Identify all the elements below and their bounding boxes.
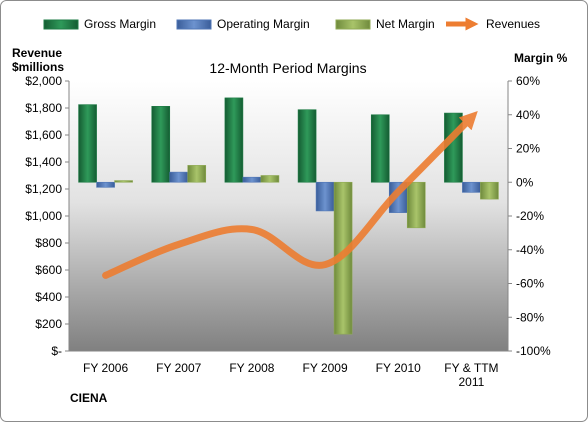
- operating-margin-legend-label: Operating Margin: [217, 17, 310, 31]
- operating-margin-bar: [96, 181, 115, 188]
- gross-margin-bar: [297, 109, 317, 183]
- right-tick-label: 60%: [516, 74, 540, 88]
- revenues-line: [102, 110, 478, 279]
- left-tick-label: $1,600: [25, 128, 62, 142]
- operating-margin-bar: [169, 171, 189, 183]
- net-margin-bar: [406, 181, 426, 229]
- net-margin-legend-swatch: [335, 19, 371, 30]
- gross-margin-bar: [370, 114, 390, 183]
- category-label: 2011: [459, 375, 485, 389]
- right-tick-label: 20%: [516, 142, 540, 156]
- left-axis: $- $200 $400 $600 $800 $1,000 $1,200 $1,400 $1,6…: [25, 74, 70, 358]
- right-axis-label: Margin %: [514, 51, 568, 65]
- category-label: FY 2010: [376, 361, 421, 375]
- left-tick-label: $1,400: [25, 155, 62, 169]
- operating-margin-bar: [315, 181, 335, 212]
- left-tick-label: $1,200: [25, 182, 62, 196]
- revenues-legend-label: Revenues: [486, 17, 540, 31]
- left-tick-label: $400: [35, 290, 62, 304]
- net-margin-bar: [114, 180, 133, 183]
- left-axis-label-line2: $millions: [12, 60, 64, 74]
- left-axis-label-line1: Revenue: [12, 46, 62, 60]
- gross-margin-legend-label: Gross Margin: [84, 17, 156, 31]
- category-label: FY 2007: [156, 361, 201, 375]
- left-tick-label: $200: [35, 317, 62, 331]
- gross-margin-bar: [444, 112, 463, 183]
- x-axis: FY 2006 FY 2007 FY 2008 FY 2009 FY 2010 FY & …: [69, 350, 508, 389]
- left-tick-label: $-: [51, 344, 62, 358]
- plot-area: [69, 81, 508, 351]
- category-label: FY 2009: [303, 361, 348, 375]
- revenue-line-group: [102, 110, 478, 279]
- right-tick-label: -100%: [516, 344, 551, 358]
- right-axis: -100% -80% -60% -40% -20% 0% 20% 40% 60%: [507, 74, 551, 358]
- operating-margin-legend-swatch: [176, 19, 212, 30]
- operating-margin-bar: [462, 181, 481, 193]
- right-tick-label: -80%: [516, 310, 544, 324]
- chart-title: 12-Month Period Margins: [209, 60, 366, 76]
- gross-margin-legend-swatch: [43, 19, 79, 30]
- legend: Gross Margin Operating Margin Net Margin Re…: [43, 17, 540, 31]
- gross-margin-bar: [224, 97, 244, 183]
- operating-margin-bar: [242, 176, 262, 183]
- net-margin-bar: [260, 175, 280, 183]
- gross-margin-bar: [151, 106, 171, 183]
- left-tick-label: $1,800: [25, 101, 62, 115]
- category-label: FY & TTM: [444, 361, 498, 375]
- right-tick-label: 40%: [516, 108, 540, 122]
- right-tick-label: -40%: [516, 243, 544, 257]
- category-label: FY 2008: [229, 361, 274, 375]
- right-tick-label: 0%: [516, 175, 534, 189]
- left-tick-label: $800: [35, 236, 62, 250]
- right-tick-label: -20%: [516, 209, 544, 223]
- category-label: FY 2006: [83, 361, 128, 375]
- right-tick-label: -60%: [516, 277, 544, 291]
- net-margin-bar: [187, 165, 207, 183]
- left-tick-label: $600: [35, 263, 62, 277]
- gross-margin-bar: [78, 104, 97, 183]
- left-tick-label: $1,000: [25, 209, 62, 223]
- net-margin-bar: [480, 181, 499, 200]
- net-margin-legend-label: Net Margin: [376, 17, 435, 31]
- company-label: CIENA: [70, 391, 108, 405]
- left-tick-label: $2,000: [25, 74, 62, 88]
